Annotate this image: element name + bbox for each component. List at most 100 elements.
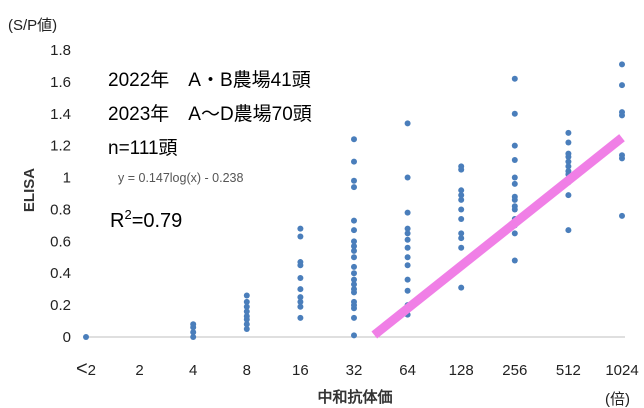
- x-tick-label-value: 512: [556, 362, 581, 379]
- data-point: [404, 174, 411, 181]
- y-tick-label: 0: [63, 329, 71, 346]
- data-point: [351, 243, 357, 250]
- data-point: [297, 225, 304, 232]
- data-point: [458, 163, 465, 170]
- annotation-2022: 2022年 A・B農場41頭: [108, 69, 311, 91]
- r-squared: R2=0.79: [110, 207, 182, 232]
- data-point: [243, 308, 250, 315]
- data-point: [243, 321, 250, 328]
- y-tick-label: 1.2: [50, 138, 71, 155]
- annotation-2023: 2023年 A〜D農場70頭: [108, 103, 312, 125]
- data-point: [619, 152, 625, 159]
- data-point: [404, 120, 411, 127]
- data-point: [565, 192, 572, 199]
- data-point: [458, 187, 465, 194]
- x-tick-label-value: 256: [502, 362, 527, 379]
- y-tick-label: 1.8: [50, 42, 71, 59]
- data-point: [458, 244, 465, 251]
- data-point: [351, 136, 357, 143]
- data-point: [511, 180, 518, 187]
- x-tick-label: 64: [399, 362, 416, 379]
- data-point: [404, 254, 411, 261]
- data-point: [351, 238, 357, 245]
- data-point: [619, 61, 625, 68]
- data-point: [351, 217, 357, 224]
- data-point: [351, 254, 357, 261]
- data-point: [458, 216, 465, 223]
- x-tick-label: 8: [243, 362, 251, 379]
- data-point: [511, 257, 518, 264]
- data-point: [351, 184, 357, 191]
- data-point: [297, 294, 304, 301]
- data-point: [297, 298, 304, 305]
- data-point: [190, 334, 197, 340]
- data-point: [511, 203, 518, 210]
- data-point: [190, 321, 197, 328]
- x-tick-label: 512: [556, 362, 581, 379]
- x-tick-labels: <2 2 4 8 16 32 64 128 256 512 1024: [76, 358, 639, 380]
- x-tick-label: 32: [346, 362, 363, 379]
- x-tick-label-value: 128: [449, 362, 474, 379]
- x-tick-label-value: 32: [346, 362, 363, 379]
- data-point: [458, 196, 465, 203]
- x-tick-label-value: 64: [399, 362, 416, 379]
- data-point: [243, 313, 250, 320]
- x-tick-label: 2: [135, 362, 143, 379]
- data-point: [297, 314, 304, 321]
- data-point: [511, 75, 518, 82]
- data-point: [458, 284, 465, 291]
- data-point: [619, 212, 625, 219]
- data-point: [619, 82, 625, 89]
- y-tick-label: 0.2: [50, 297, 71, 314]
- data-point: [243, 326, 250, 333]
- data-point: [458, 206, 465, 213]
- data-point: [404, 230, 411, 237]
- x-tick-label-value: 16: [292, 362, 309, 379]
- data-point: [351, 158, 357, 165]
- data-point: [297, 286, 304, 293]
- data-point: [619, 109, 625, 116]
- data-point: [351, 276, 357, 283]
- trendline: [371, 134, 625, 339]
- x-tick-label: 256: [502, 362, 527, 379]
- data-point: [565, 129, 572, 136]
- y-tick-label: 0.6: [50, 233, 71, 250]
- data-point: [351, 286, 357, 293]
- y-tick-label: 1.6: [50, 74, 71, 91]
- data-point: [297, 259, 304, 266]
- y-tick-label: 1.4: [50, 106, 71, 123]
- data-point: [511, 142, 518, 149]
- data-point: [565, 163, 572, 170]
- y-axis-title: ELISA: [21, 168, 38, 212]
- data-point: [404, 209, 411, 216]
- r-squared-prefix: R: [110, 210, 124, 232]
- data-point: [243, 303, 250, 310]
- x-tick-label: 128: [449, 362, 474, 379]
- data-point: [511, 157, 518, 164]
- data-point: [404, 262, 411, 269]
- data-point: [511, 193, 518, 200]
- data-point: [243, 298, 250, 305]
- y-tick-labels: 0 0.2 0.4 0.6 0.8 1 1.2 1.4 1.6 1.8: [50, 42, 71, 346]
- r-squared-sup: 2: [124, 207, 131, 222]
- data-point: [404, 276, 411, 283]
- x-tick-label: 1024: [605, 362, 638, 379]
- x-tick-label-value: 8: [243, 362, 251, 379]
- x-axis-title: 中和抗体価: [317, 388, 392, 406]
- data-point: [297, 233, 304, 240]
- annotation-n: n=111頭: [108, 138, 178, 159]
- data-point: [351, 298, 357, 305]
- data-point: [83, 334, 89, 340]
- x-tick-label-value: 2: [88, 362, 96, 379]
- data-point: [565, 168, 572, 175]
- y-unit-label: (S/P値): [8, 17, 57, 34]
- data-point: [458, 192, 465, 199]
- regression-equation: y = 0.147log(x) - 0.238: [118, 171, 243, 185]
- data-point: [404, 244, 411, 251]
- data-point: [511, 110, 518, 117]
- data-point: [458, 230, 465, 237]
- data-point: [351, 227, 357, 234]
- r-squared-value: =0.79: [132, 210, 183, 232]
- x-tick-label-value: 1024: [605, 362, 638, 379]
